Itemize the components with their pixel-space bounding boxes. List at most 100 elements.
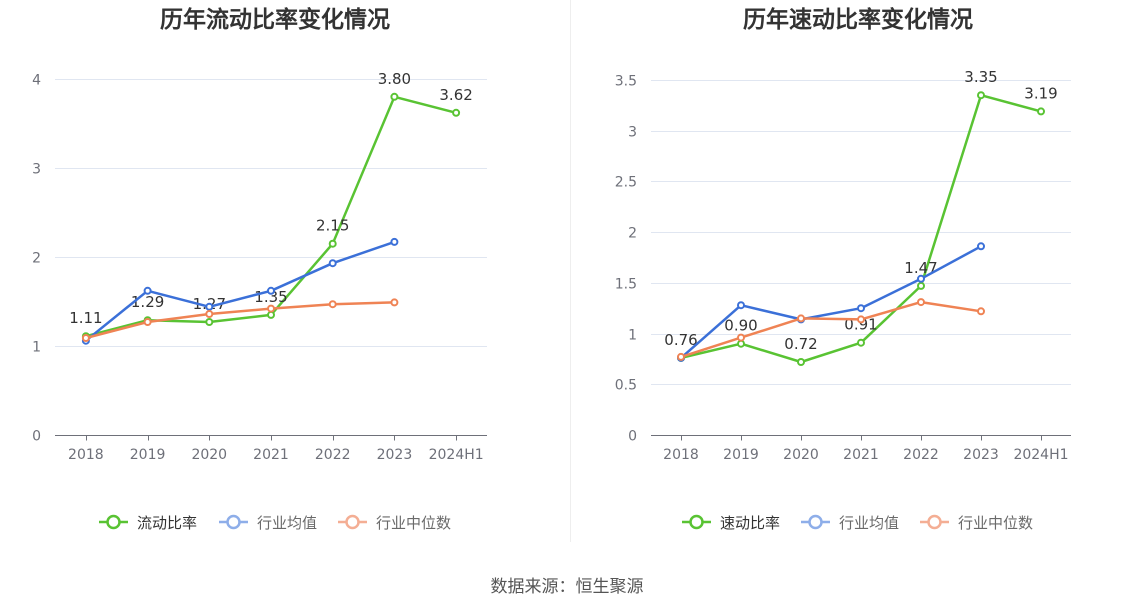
data-point-industry-average bbox=[977, 242, 985, 251]
x-tick-label: 2018 bbox=[663, 447, 699, 463]
x-tick-label: 2023 bbox=[377, 447, 413, 463]
chart-legend: 速动比率 行业均值 行业中位数 bbox=[682, 514, 1033, 532]
data-point-industry-median bbox=[857, 315, 865, 324]
legend-item-industry-median[interactable]: 行业中位数 bbox=[920, 514, 1033, 532]
data-point-industry-median bbox=[205, 310, 214, 318]
data-point-industry-median bbox=[917, 298, 925, 307]
y-tick-label: 0 bbox=[628, 429, 637, 445]
data-label: 2.15 bbox=[316, 217, 349, 235]
legend-label: 行业均值 bbox=[839, 514, 899, 532]
x-tick-label: 2021 bbox=[843, 447, 879, 463]
data-point-primary-ratio bbox=[857, 338, 865, 347]
x-tick-label: 2019 bbox=[130, 447, 166, 463]
legend-label: 行业中位数 bbox=[376, 514, 451, 532]
legend-marker bbox=[226, 514, 241, 530]
data-point-primary-ratio bbox=[797, 358, 805, 366]
data-point-primary-ratio bbox=[328, 239, 337, 248]
series-line-industry-average bbox=[679, 245, 983, 360]
legend-marker bbox=[808, 514, 823, 530]
legend-label: 行业中位数 bbox=[958, 514, 1033, 532]
legend-item-industry-median[interactable]: 行业中位数 bbox=[338, 514, 451, 532]
legend-label: 速动比率 bbox=[720, 514, 780, 532]
y-tick-label: 1 bbox=[32, 340, 41, 356]
plot-area: 0 1 2 3 4 2018 2019 2020 2021 2022 2023 2024H1 1.11 1… bbox=[32, 70, 487, 463]
data-point-primary-ratio bbox=[977, 91, 985, 100]
data-point-industry-median bbox=[328, 300, 337, 309]
legend-item-industry-average[interactable]: 行业均值 bbox=[801, 514, 899, 532]
x-tick-label: 2022 bbox=[315, 447, 351, 463]
x-tick-label: 2023 bbox=[963, 447, 999, 463]
data-point-industry-median bbox=[267, 304, 275, 313]
y-tick-label: 2.5 bbox=[615, 175, 637, 191]
series-industry-average bbox=[81, 237, 399, 345]
data-label: 3.80 bbox=[378, 70, 411, 88]
x-tick-label: 2020 bbox=[783, 447, 819, 463]
y-tick-label: 1.5 bbox=[615, 277, 637, 293]
data-point-industry-average bbox=[917, 274, 925, 283]
legend-label: 流动比率 bbox=[137, 514, 197, 532]
data-point-industry-average bbox=[737, 301, 745, 310]
data-label: 0.90 bbox=[724, 317, 757, 335]
y-tick-label: 1 bbox=[628, 328, 637, 344]
legend-marker bbox=[927, 514, 942, 530]
current-ratio-chart: 历年流动比率变化情况 0 1 2 3 4 2018 2019 2020 2021 2022 2023… bbox=[32, 6, 487, 532]
legend-marker bbox=[106, 514, 121, 530]
plot-area: 0 0.5 1 1.5 2 2.5 3 3.5 2018 2019 2020 2021 2022 2023… bbox=[615, 68, 1071, 463]
quick-ratio-chart: 历年速动比率变化情况 0 0.5 1 1.5 2 2.5 3 3.5 2018 2019 2020 2… bbox=[615, 6, 1071, 532]
chart-legend: 流动比率 行业均值 行业中位数 bbox=[99, 514, 451, 532]
chart-title: 历年流动比率变化情况 bbox=[160, 6, 390, 33]
legend-item-primary-ratio[interactable]: 速动比率 bbox=[682, 514, 780, 532]
series-industry-median bbox=[81, 298, 399, 342]
legend-item-primary-ratio[interactable]: 流动比率 bbox=[99, 514, 197, 532]
x-tick-label: 2019 bbox=[723, 447, 759, 463]
data-point-industry-median bbox=[390, 298, 399, 307]
data-label: 3.35 bbox=[964, 68, 997, 86]
data-label: 0.76 bbox=[664, 331, 697, 349]
x-tick-label: 2018 bbox=[68, 447, 104, 463]
series-industry-median bbox=[677, 298, 985, 361]
data-point-industry-average bbox=[390, 237, 399, 246]
y-tick-label: 4 bbox=[32, 73, 41, 89]
series-primary-ratio: 1.111.291.271.352.153.803.62 bbox=[69, 70, 473, 341]
data-point-industry-median bbox=[797, 314, 805, 323]
data-label: 0.72 bbox=[784, 335, 817, 353]
y-tick-label: 3.5 bbox=[615, 74, 637, 90]
legend-marker bbox=[689, 514, 704, 530]
data-label: 1.11 bbox=[69, 309, 102, 327]
data-point-primary-ratio bbox=[390, 92, 399, 101]
x-tick-label: 2020 bbox=[191, 447, 227, 463]
y-tick-label: 2 bbox=[32, 251, 41, 267]
data-point-industry-median bbox=[677, 352, 685, 361]
data-point-industry-average bbox=[143, 286, 152, 295]
data-label: 3.62 bbox=[439, 86, 472, 104]
y-tick-label: 3 bbox=[32, 162, 41, 178]
data-point-primary-ratio bbox=[1037, 107, 1045, 116]
data-point-industry-average bbox=[328, 259, 337, 268]
y-tick-label: 0.5 bbox=[615, 378, 637, 394]
chart-title: 历年速动比率变化情况 bbox=[743, 6, 973, 33]
data-point-industry-average bbox=[267, 286, 275, 295]
y-tick-label: 3 bbox=[628, 125, 637, 141]
data-point-primary-ratio bbox=[205, 318, 214, 326]
x-tick-label: 2021 bbox=[253, 447, 289, 463]
data-point-primary-ratio bbox=[267, 310, 275, 319]
data-point-industry-median bbox=[977, 307, 985, 316]
x-tick-label: 2024H1 bbox=[1013, 447, 1068, 463]
data-point-industry-average bbox=[205, 302, 214, 311]
legend-label: 行业均值 bbox=[257, 514, 317, 532]
data-point-industry-median bbox=[737, 333, 745, 342]
legend-marker bbox=[345, 514, 360, 530]
y-tick-label: 2 bbox=[628, 226, 637, 242]
legend-item-industry-average[interactable]: 行业均值 bbox=[219, 514, 317, 532]
data-label: 1.47 bbox=[904, 259, 937, 277]
data-point-primary-ratio bbox=[452, 108, 461, 117]
data-point-industry-average bbox=[857, 304, 865, 313]
x-tick-label: 2022 bbox=[903, 447, 939, 463]
data-source-note: 数据来源：恒生聚源 bbox=[491, 577, 644, 597]
series-line-industry-median bbox=[84, 301, 396, 340]
data-point-industry-median bbox=[143, 318, 152, 326]
series-line-industry-median bbox=[679, 300, 983, 359]
data-label: 3.19 bbox=[1024, 84, 1057, 102]
